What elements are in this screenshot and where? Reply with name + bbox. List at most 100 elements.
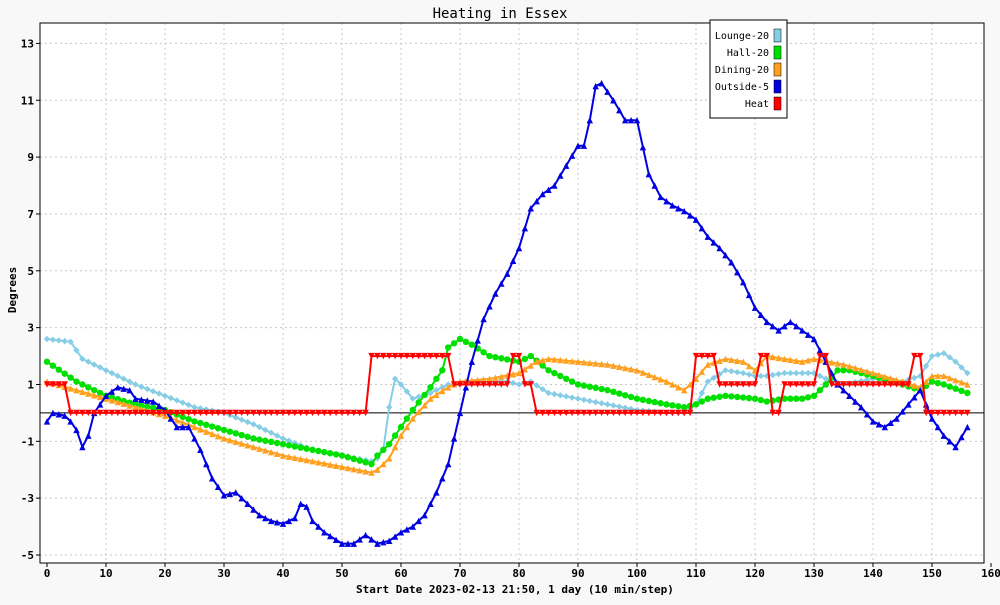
- data-point: [952, 443, 959, 451]
- data-point: [639, 143, 647, 151]
- data-point: [810, 381, 818, 388]
- data-point: [751, 395, 759, 402]
- data-point: [551, 369, 558, 377]
- y-axis-label: Degrees: [6, 267, 19, 313]
- data-point: [533, 409, 540, 417]
- data-point: [757, 311, 765, 319]
- data-point: [43, 358, 51, 365]
- data-point: [462, 338, 470, 346]
- data-point: [132, 404, 139, 411]
- data-point: [138, 383, 145, 390]
- data-point: [958, 379, 965, 386]
- data-point: [415, 517, 422, 525]
- data-point: [79, 443, 86, 451]
- data-point: [209, 409, 216, 417]
- plot-frame: [39, 22, 985, 564]
- data-point: [586, 359, 593, 367]
- data-point: [710, 352, 717, 360]
- data-point: [421, 391, 428, 399]
- data-point: [368, 460, 375, 468]
- data-point: [716, 357, 723, 364]
- data-point: [563, 409, 570, 417]
- data-point: [91, 409, 98, 417]
- data-point: [386, 404, 393, 411]
- data-point: [256, 409, 263, 417]
- data-point: [769, 353, 776, 361]
- data-point: [374, 540, 381, 547]
- data-point: [946, 374, 953, 382]
- data-point: [645, 397, 652, 405]
- data-point: [315, 409, 322, 417]
- x-tick-label: 100: [627, 567, 647, 580]
- data-point: [108, 388, 116, 395]
- data-point: [409, 352, 416, 360]
- data-point: [964, 381, 971, 388]
- data-point: [279, 520, 287, 527]
- data-point: [592, 384, 599, 392]
- data-point: [751, 367, 759, 374]
- data-point: [521, 366, 529, 373]
- data-point: [521, 355, 529, 363]
- data-point: [787, 369, 794, 377]
- data-point: [563, 162, 570, 169]
- data-point: [67, 338, 74, 346]
- x-tick-label: 130: [804, 567, 824, 580]
- data-point: [616, 390, 623, 397]
- y-tick-label: 1: [27, 378, 34, 391]
- data-point: [710, 394, 717, 401]
- data-point: [403, 388, 411, 395]
- data-point: [262, 426, 269, 434]
- x-tick-label: 60: [394, 567, 407, 580]
- data-point: [557, 392, 564, 399]
- series-heat: [43, 352, 971, 417]
- y-tick-label: 7: [27, 208, 34, 221]
- data-point: [799, 358, 806, 365]
- data-point: [627, 365, 635, 373]
- data-point: [734, 393, 741, 401]
- data-point: [43, 418, 51, 425]
- data-point: [79, 388, 86, 396]
- data-point: [155, 402, 163, 409]
- data-point: [515, 369, 523, 377]
- data-point: [150, 398, 157, 405]
- data-point: [332, 462, 340, 469]
- data-point: [285, 409, 293, 417]
- data-point: [179, 423, 186, 431]
- data-point: [179, 399, 186, 406]
- data-point: [869, 418, 877, 425]
- data-point: [120, 375, 127, 382]
- data-point: [120, 385, 127, 392]
- data-point: [545, 409, 552, 417]
- data-point: [397, 529, 405, 536]
- data-point: [722, 355, 729, 363]
- data-point: [250, 421, 257, 428]
- data-point: [834, 381, 841, 388]
- data-point: [840, 367, 847, 374]
- data-point: [964, 423, 971, 431]
- data-point: [303, 503, 310, 510]
- data-point: [958, 364, 965, 371]
- x-tick-labels: 0 10 20 30 40 50 60 70 80 90 100 110 120 130 140 150 160: [44, 563, 1000, 580]
- data-point: [881, 381, 888, 388]
- data-point: [657, 376, 664, 383]
- data-point: [191, 435, 198, 442]
- data-point: [244, 442, 251, 449]
- data-point: [321, 460, 328, 467]
- data-point: [639, 409, 647, 417]
- legend-swatch: [773, 62, 782, 77]
- data-point: [445, 352, 452, 360]
- data-point: [433, 489, 440, 496]
- data-point: [362, 531, 369, 539]
- data-point: [504, 270, 511, 277]
- data-point: [173, 417, 180, 424]
- data-point: [769, 409, 776, 417]
- data-point: [568, 378, 576, 385]
- chart-title: Heating in Essex: [433, 6, 568, 22]
- legend-label: Lounge-20: [715, 31, 769, 42]
- data-point: [563, 357, 570, 364]
- data-point: [580, 382, 588, 389]
- data-point: [55, 381, 62, 388]
- data-point: [557, 172, 564, 179]
- data-point: [391, 533, 399, 540]
- data-point: [338, 452, 346, 459]
